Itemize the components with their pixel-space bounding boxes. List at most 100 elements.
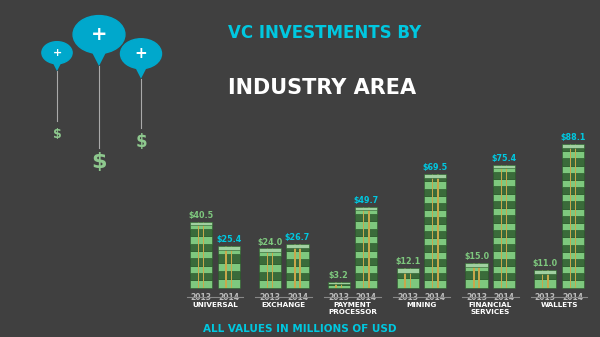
Bar — [190, 244, 212, 251]
Text: UNIVERSAL: UNIVERSAL — [192, 302, 238, 308]
Text: $88.1: $88.1 — [560, 133, 586, 142]
Bar — [368, 207, 370, 287]
Bar — [424, 231, 446, 238]
Bar — [218, 279, 239, 287]
Bar — [190, 251, 212, 258]
Bar — [562, 187, 584, 194]
Bar — [493, 230, 515, 237]
Text: 2013: 2013 — [259, 293, 280, 302]
Text: $3.2: $3.2 — [329, 271, 349, 280]
Bar — [355, 207, 377, 214]
Bar — [562, 173, 584, 180]
Text: 2013: 2013 — [397, 293, 418, 302]
Bar — [272, 248, 273, 287]
Bar — [218, 271, 239, 279]
Bar — [424, 273, 446, 280]
Bar — [493, 172, 515, 179]
Bar — [493, 208, 515, 215]
Bar — [355, 229, 377, 236]
Bar — [410, 268, 411, 287]
Bar — [569, 144, 571, 287]
Bar — [493, 215, 515, 222]
Bar — [437, 174, 439, 287]
Text: $49.7: $49.7 — [354, 196, 379, 205]
Text: $26.7: $26.7 — [285, 233, 310, 242]
Bar — [562, 252, 584, 259]
Bar — [424, 210, 446, 217]
Bar — [562, 266, 584, 273]
Bar — [562, 223, 584, 230]
Bar — [190, 266, 212, 273]
Bar — [190, 273, 212, 280]
Bar — [562, 245, 584, 252]
Bar — [198, 222, 199, 287]
Bar — [355, 243, 377, 251]
Bar — [493, 165, 515, 168]
Bar — [575, 144, 576, 287]
Bar — [424, 238, 446, 245]
Text: $12.1: $12.1 — [395, 257, 420, 266]
Text: MINING: MINING — [406, 302, 437, 308]
Bar — [299, 244, 301, 287]
Bar — [266, 248, 268, 287]
Bar — [562, 144, 584, 151]
Bar — [424, 245, 446, 252]
Bar — [355, 251, 377, 258]
Bar — [478, 263, 480, 287]
Text: EXCHANGE: EXCHANGE — [262, 302, 306, 308]
Text: 2014: 2014 — [425, 293, 446, 302]
Bar — [501, 165, 502, 287]
Bar — [424, 203, 446, 210]
Bar — [424, 188, 446, 195]
Bar — [355, 280, 377, 287]
Bar — [493, 259, 515, 266]
Bar — [203, 222, 205, 287]
Bar — [259, 256, 281, 264]
Text: $11.0: $11.0 — [533, 259, 558, 268]
Bar — [397, 278, 419, 287]
Bar — [493, 251, 515, 259]
Bar — [424, 259, 446, 266]
Text: 2014: 2014 — [562, 293, 583, 302]
Bar — [294, 244, 296, 287]
Bar — [328, 282, 350, 285]
Bar — [286, 273, 308, 280]
Text: ALL VALUES IN MILLIONS OF USD: ALL VALUES IN MILLIONS OF USD — [203, 324, 397, 334]
Bar — [506, 165, 508, 287]
Bar — [190, 222, 212, 225]
Bar — [493, 165, 515, 172]
Bar — [562, 230, 584, 237]
Bar — [466, 263, 488, 271]
Bar — [562, 280, 584, 287]
Bar — [190, 222, 212, 229]
Bar — [404, 268, 406, 287]
Bar — [466, 271, 488, 279]
Text: 2014: 2014 — [287, 293, 308, 302]
Bar — [355, 236, 377, 243]
Bar — [473, 263, 475, 287]
Text: +: + — [134, 46, 148, 61]
Bar — [328, 285, 350, 287]
Bar — [562, 165, 584, 173]
Bar — [286, 251, 308, 258]
Bar — [397, 268, 419, 273]
Bar — [535, 270, 556, 279]
Text: PAYMENT
PROCESSOR: PAYMENT PROCESSOR — [328, 302, 377, 315]
Bar — [493, 222, 515, 230]
Bar — [493, 186, 515, 194]
Text: $15.0: $15.0 — [464, 252, 489, 261]
Bar — [562, 209, 584, 216]
Bar — [542, 270, 544, 287]
Text: $: $ — [53, 128, 61, 141]
Bar — [218, 246, 239, 250]
Bar — [562, 180, 584, 187]
Bar — [259, 264, 281, 272]
Bar — [341, 282, 342, 287]
Bar — [190, 236, 212, 244]
Bar — [535, 279, 556, 287]
Bar — [355, 207, 377, 210]
Bar — [493, 266, 515, 273]
Bar — [259, 248, 281, 252]
Text: INDUSTRY AREA: INDUSTRY AREA — [228, 78, 416, 97]
Bar — [286, 244, 308, 248]
